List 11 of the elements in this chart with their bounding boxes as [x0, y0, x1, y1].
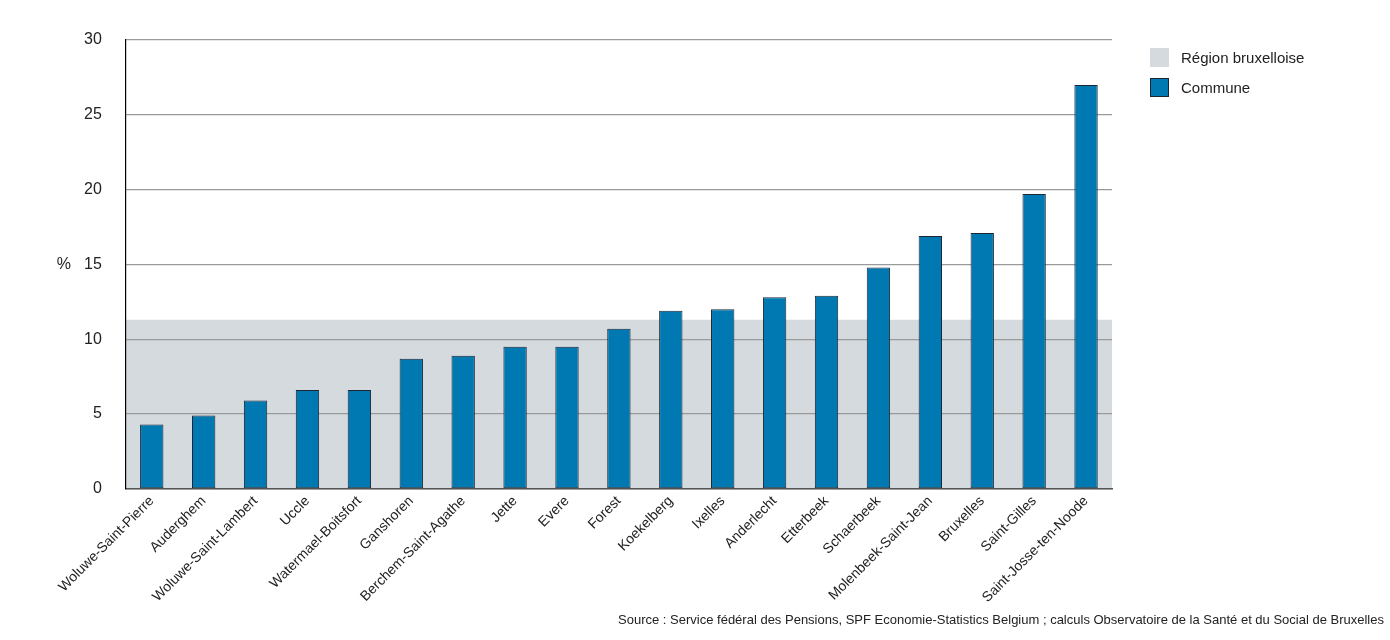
legend-label: Région bruxelloise: [1181, 49, 1305, 66]
y-tick-label: 10: [84, 329, 102, 347]
y-tick-label: 20: [84, 180, 102, 198]
y-tick-label: 5: [92, 404, 102, 422]
y-axis-title: %: [56, 254, 71, 272]
source-note: Source : Service fédéral des Pensions, SPF Economie-Statistics Belgium ; calculs Observatoire de la Santé et du Social de Bruxelles: [618, 612, 1384, 627]
y-tick-label: 15: [84, 254, 102, 272]
y-tick-label: 30: [84, 30, 102, 48]
y-tick-label: 25: [84, 105, 102, 123]
legend-label: Commune: [1181, 79, 1251, 96]
y-tick-label: 0: [92, 479, 102, 497]
